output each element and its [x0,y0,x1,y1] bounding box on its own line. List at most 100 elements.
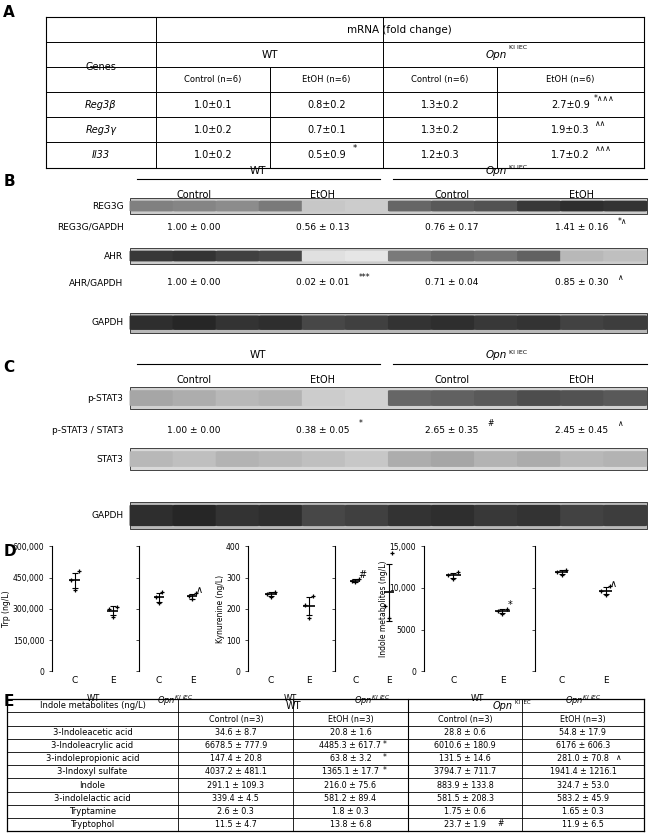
FancyBboxPatch shape [345,315,389,330]
Text: 63.8 ± 3.2: 63.8 ± 3.2 [330,754,371,763]
Text: B: B [3,173,15,188]
FancyBboxPatch shape [431,451,475,467]
FancyBboxPatch shape [345,251,389,261]
Text: $Opn^{KI\ IEC}$: $Opn^{KI\ IEC}$ [157,694,194,708]
Text: 2.65 ± 0.35: 2.65 ± 0.35 [425,426,478,435]
FancyBboxPatch shape [216,251,259,261]
Text: *: * [383,740,387,749]
Text: 2.6 ± 0.3: 2.6 ± 0.3 [218,806,254,816]
Text: 1.75 ± 0.6: 1.75 ± 0.6 [444,806,486,816]
Text: E: E [3,694,14,709]
Text: Tryptamine: Tryptamine [69,806,116,816]
Text: *∧: *∧ [618,218,627,226]
Text: 6176 ± 606.3: 6176 ± 606.3 [556,741,610,750]
FancyBboxPatch shape [345,201,389,212]
Text: EtOH (n=3): EtOH (n=3) [328,715,373,724]
FancyBboxPatch shape [259,201,303,212]
Text: Control (n=3): Control (n=3) [438,715,493,724]
Text: WT: WT [250,165,266,175]
FancyBboxPatch shape [431,505,475,526]
Text: 3794.7 ± 711.7: 3794.7 ± 711.7 [434,767,496,776]
Text: 581.5 ± 208.3: 581.5 ± 208.3 [437,794,493,802]
Text: 34.6 ± 8.7: 34.6 ± 8.7 [215,728,257,736]
Text: 1.9±0.3: 1.9±0.3 [551,125,590,135]
FancyBboxPatch shape [388,505,432,526]
Text: ∧: ∧ [618,419,623,428]
Text: 1.3±0.2: 1.3±0.2 [421,125,460,135]
FancyBboxPatch shape [216,390,259,406]
Text: Opn: Opn [493,701,513,711]
Text: 2.45 ± 0.45: 2.45 ± 0.45 [555,426,608,435]
Text: 0.02 ± 0.01: 0.02 ± 0.01 [296,279,349,288]
Text: p-STAT3: p-STAT3 [88,394,124,403]
FancyBboxPatch shape [474,315,518,330]
Text: 4037.2 ± 481.1: 4037.2 ± 481.1 [205,767,266,776]
FancyBboxPatch shape [517,201,561,212]
Text: #: # [359,570,367,580]
FancyBboxPatch shape [431,315,475,330]
Text: 324.7 ± 53.0: 324.7 ± 53.0 [557,781,609,790]
Text: KI IEC: KI IEC [509,45,527,50]
FancyBboxPatch shape [129,315,174,330]
Text: 1.00 ± 0.00: 1.00 ± 0.00 [168,426,221,435]
Y-axis label: Indole metabolites (ng/L): Indole metabolites (ng/L) [379,560,388,657]
FancyBboxPatch shape [173,315,216,330]
FancyBboxPatch shape [603,451,647,467]
Text: WT: WT [87,694,100,703]
FancyBboxPatch shape [259,251,303,261]
Text: 883.9 ± 133.8: 883.9 ± 133.8 [437,781,493,790]
FancyBboxPatch shape [173,451,216,467]
FancyBboxPatch shape [345,505,389,526]
Text: ***: *** [358,273,370,282]
Text: 6010.6 ± 180.9: 6010.6 ± 180.9 [434,741,496,750]
Text: Indole: Indole [79,781,105,790]
Text: 3-Indoxyl sulfate: 3-Indoxyl sulfate [57,767,127,776]
FancyBboxPatch shape [173,505,216,526]
Text: ∧: ∧ [196,585,203,595]
Text: 0.8±0.2: 0.8±0.2 [307,100,346,110]
FancyBboxPatch shape [302,251,346,261]
FancyBboxPatch shape [560,201,604,212]
FancyBboxPatch shape [216,451,259,467]
FancyBboxPatch shape [474,451,518,467]
FancyBboxPatch shape [431,251,475,261]
Text: p-STAT3 / STAT3: p-STAT3 / STAT3 [52,426,124,435]
Text: 0.7±0.1: 0.7±0.1 [307,125,346,135]
FancyBboxPatch shape [560,505,604,526]
FancyBboxPatch shape [173,251,216,261]
Text: Opn: Opn [486,50,507,60]
Text: *: * [358,419,362,428]
Text: WT: WT [285,701,301,711]
Text: C: C [3,360,14,375]
Text: Control: Control [177,190,212,200]
Text: STAT3: STAT3 [97,455,124,464]
Text: 581.2 ± 89.4: 581.2 ± 89.4 [324,794,376,802]
FancyBboxPatch shape [302,451,346,467]
Text: KI IEC: KI IEC [509,165,527,170]
Text: 147.4 ± 20.8: 147.4 ± 20.8 [210,754,262,763]
FancyBboxPatch shape [517,251,561,261]
Text: Opn: Opn [486,165,507,175]
FancyBboxPatch shape [388,451,432,467]
Text: 6678.5 ± 777.9: 6678.5 ± 777.9 [205,741,267,750]
FancyBboxPatch shape [259,390,303,406]
Text: $Opn^{KI\ IEC}$: $Opn^{KI\ IEC}$ [354,694,390,708]
FancyBboxPatch shape [388,201,432,212]
Text: A: A [3,5,15,20]
Text: AHR: AHR [105,252,124,260]
FancyBboxPatch shape [129,451,174,467]
Text: Opn: Opn [486,350,507,360]
Text: 0.71 ± 0.04: 0.71 ± 0.04 [425,279,478,288]
Text: WT: WT [250,350,266,360]
FancyBboxPatch shape [603,505,647,526]
FancyBboxPatch shape [603,315,647,330]
FancyBboxPatch shape [345,390,389,406]
Text: 3-indolelactic acid: 3-indolelactic acid [54,794,131,802]
Text: ∧: ∧ [616,753,621,761]
Text: Control (n=6): Control (n=6) [411,75,469,84]
Text: EtOH: EtOH [569,375,594,385]
FancyBboxPatch shape [431,390,475,406]
Text: EtOH: EtOH [310,375,335,385]
Text: 1.8 ± 0.3: 1.8 ± 0.3 [332,806,369,816]
Text: 4485.3 ± 617.7: 4485.3 ± 617.7 [320,741,382,750]
